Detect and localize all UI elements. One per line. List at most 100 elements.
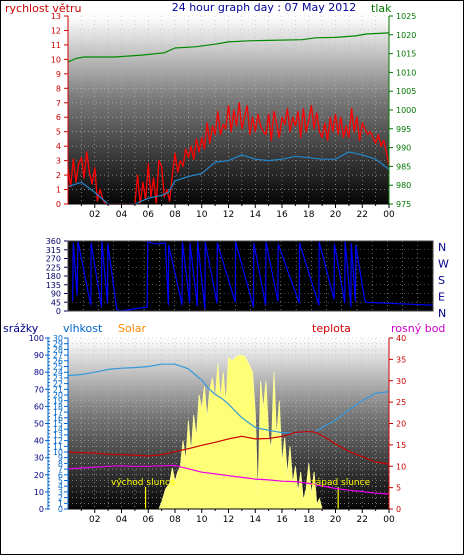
- humidity-axis-label: vlhkost: [63, 322, 103, 335]
- wind-chart-x-tick-label: 10: [196, 210, 208, 220]
- direction-tick-label: 135: [46, 281, 61, 290]
- pressure-tick-label: 1000: [396, 106, 416, 115]
- direction-tick-label: 225: [46, 263, 61, 272]
- temp-chart-x-tick-label: 20: [330, 515, 342, 525]
- wind-speed-tick-label: 0: [56, 200, 61, 209]
- series-line-rosný-bod: [67, 464, 390, 495]
- chart-axes: [45, 15, 434, 513]
- compass-label: E: [438, 291, 445, 304]
- rain-tick-label: 50: [34, 420, 44, 429]
- pressure-tick-label: 1005: [396, 87, 416, 96]
- wind-chart-x-tick-label: 20: [330, 210, 342, 220]
- pressure-tick-label: 1020: [396, 31, 416, 40]
- direction-tick-label: 0: [56, 307, 61, 316]
- sunset-label: západ slunce: [311, 478, 371, 488]
- wind-direction-background: [68, 241, 433, 311]
- rain-tick-label: 70: [34, 385, 44, 394]
- direction-frame: [67, 240, 434, 312]
- compass-label: N: [438, 241, 446, 254]
- direction-tick-label: 315: [46, 246, 61, 255]
- direction-tick-label: 270: [46, 255, 61, 264]
- direction-tick-label: 90: [51, 290, 61, 299]
- humidity-tick-label: 23: [53, 374, 63, 383]
- temperature-tick-label: 40: [396, 334, 406, 343]
- humidity-tick-label: 25: [53, 363, 63, 372]
- wind-speed-tick-label: 13: [51, 12, 61, 21]
- wind-chart-x-tick-label: 14: [250, 210, 262, 220]
- humidity-tick-label: 7: [58, 465, 63, 474]
- direction-tick-label: 180: [46, 272, 61, 281]
- humidity-tick-label: 13: [53, 431, 63, 440]
- pressure-tick-label: 1015: [396, 50, 416, 59]
- temp-chart-x-tick-label: 12: [223, 515, 234, 525]
- wind-speed-tick-label: 1: [56, 186, 61, 195]
- humidity-tick-label: 30: [53, 334, 63, 343]
- humidity-tick-label: 20: [53, 391, 63, 400]
- humidity-tick-label: 26: [53, 357, 63, 366]
- wind-chart-x-tick-label: 16: [276, 210, 288, 220]
- temp-chart-x-tick-label: 06: [143, 515, 155, 525]
- temp-chart-x-tick-label: 08: [169, 515, 181, 525]
- wind-chart-x-tick-label: 12: [223, 210, 234, 220]
- compass-label: W: [438, 258, 449, 271]
- temperature-tick-label: 30: [396, 377, 406, 386]
- solar-axis-label: Solar: [118, 322, 147, 335]
- series-line-wind-direction: [72, 240, 434, 312]
- wind-speed-axis-label: rychlost větru: [5, 2, 81, 15]
- humidity-tick-label: 9: [58, 454, 63, 463]
- rain-tick-label: 80: [34, 368, 44, 377]
- temperature-tick-label: 15: [396, 441, 406, 450]
- humidity-tick-label: 0: [58, 505, 63, 514]
- temperature-tick-label: 0: [396, 505, 401, 514]
- pressure-tick-label: 1010: [396, 68, 416, 77]
- pressure-axis-label: tlak: [371, 2, 392, 15]
- humidity-tick-label: 3: [58, 488, 63, 497]
- temp-chart-x-tick-label: 00: [383, 515, 395, 525]
- chart-title: 24 hour graph day : 07 May 2012: [172, 1, 357, 14]
- sunrise-label: východ slunce: [111, 478, 176, 488]
- series-area-solar: [158, 354, 323, 510]
- rain-tick-label: 10: [34, 488, 44, 497]
- chart-labels: 24 hour graph day : 07 May 2012 rychlost…: [3, 1, 449, 525]
- temp-chart-x-tick-label: 16: [276, 515, 288, 525]
- temp-chart-x-tick-label: 22: [357, 515, 368, 525]
- series-line-tlak: [67, 32, 390, 63]
- humidity-tick-label: 18: [53, 402, 63, 411]
- humidity-tick-label: 1: [58, 499, 63, 508]
- temperature-tick-label: 25: [396, 398, 406, 407]
- wind-chart-x-tick-label: 18: [303, 210, 315, 220]
- compass-label: N: [438, 307, 446, 320]
- temperature-tick-label: 5: [396, 484, 401, 493]
- humidity-tick-label: 16: [53, 414, 63, 423]
- humidity-tick-label: 10: [53, 448, 63, 457]
- humidity-tick-label: 19: [53, 397, 63, 406]
- wind-speed-tick-label: 11: [51, 41, 61, 50]
- humidity-tick-label: 11: [53, 442, 63, 451]
- rain-tick-label: 100: [29, 334, 44, 343]
- pressure-tick-label: 995: [396, 125, 411, 134]
- humidity-tick-label: 15: [53, 420, 63, 429]
- humidity-tick-label: 6: [58, 471, 63, 480]
- temperature-tick-label: 10: [396, 462, 406, 471]
- pressure-tick-label: 1025: [396, 12, 416, 21]
- temp-chart-x-tick-label: 10: [196, 515, 208, 525]
- rain-tick-label: 90: [34, 351, 44, 360]
- wind-chart-x-tick-label: 22: [357, 210, 368, 220]
- temperature-axis-label: teplota: [312, 322, 351, 335]
- temp-chart-x-tick-label: 04: [116, 515, 128, 525]
- wind-chart-x-tick-label: 02: [89, 210, 100, 220]
- humidity-tick-label: 24: [53, 368, 63, 377]
- humidity-tick-label: 5: [58, 477, 63, 486]
- humidity-tick-label: 27: [53, 351, 63, 360]
- temperature-tick-label: 20: [396, 420, 406, 429]
- rain-tick-label: 20: [34, 471, 44, 480]
- wind-speed-tick-label: 2: [56, 171, 61, 180]
- temp-chart-x-tick-label: 18: [303, 515, 315, 525]
- pressure-tick-label: 975: [396, 200, 411, 209]
- rain-axis-label: srážky: [3, 322, 39, 335]
- wind-speed-tick-label: 4: [56, 142, 61, 151]
- temp-chart-x-tick-label: 14: [250, 515, 262, 525]
- wind-speed-tick-label: 5: [56, 128, 61, 137]
- wind-speed-tick-label: 3: [56, 157, 61, 166]
